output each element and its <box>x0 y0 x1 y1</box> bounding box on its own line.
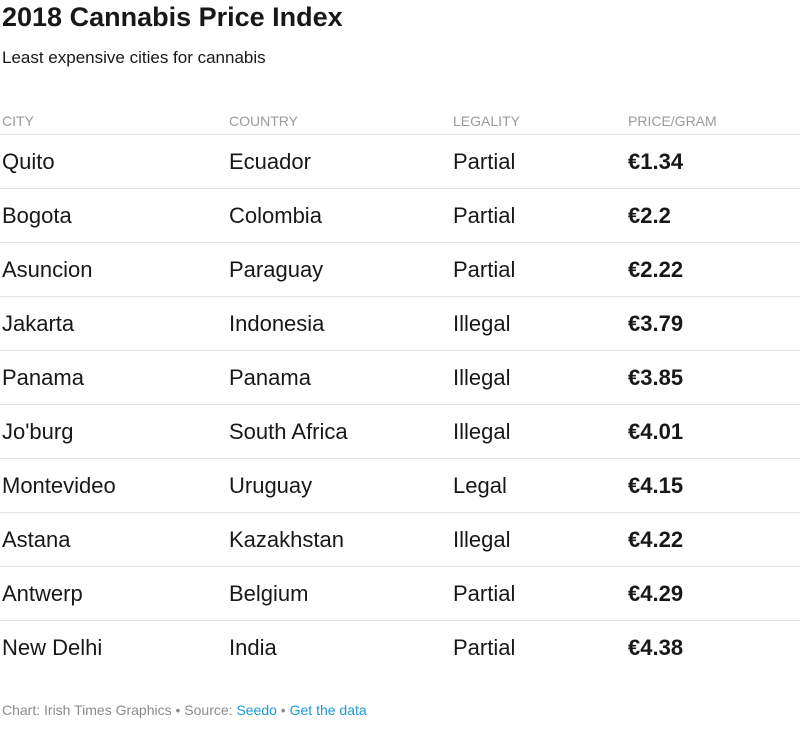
column-header-country: COUNTRY <box>227 108 451 135</box>
country-cell: Panama <box>227 350 451 405</box>
price-cell: €3.79 <box>626 296 800 351</box>
city-cell: Quito <box>0 134 227 189</box>
table-row: Asuncion Paraguay Partial €2.22 <box>0 242 800 297</box>
price-cell: €4.29 <box>626 566 800 621</box>
legality-cell: Partial <box>451 134 626 189</box>
table-row: Antwerp Belgium Partial €4.29 <box>0 566 800 621</box>
table-row: Jo'burg South Africa Illegal €4.01 <box>0 404 800 459</box>
legality-cell: Partial <box>451 188 626 243</box>
country-cell: Uruguay <box>227 458 451 513</box>
city-cell: Montevideo <box>0 458 227 513</box>
city-cell: Asuncion <box>0 242 227 297</box>
price-cell: €3.85 <box>626 350 800 405</box>
footer-separator: • <box>171 702 185 718</box>
table-row: Bogota Colombia Partial €2.2 <box>0 188 800 243</box>
table-header-row: CITY COUNTRY LEGALITY PRICE/GRAM <box>0 108 800 135</box>
chart-footer: Chart: Irish Times Graphics • Source: Se… <box>2 702 367 718</box>
price-cell: €1.34 <box>626 134 800 189</box>
legality-cell: Illegal <box>451 512 626 567</box>
table-row: Astana Kazakhstan Illegal €4.22 <box>0 512 800 567</box>
price-cell: €4.38 <box>628 634 684 660</box>
get-data-link[interactable]: Get the data <box>289 702 367 718</box>
legality-cell: Partial <box>451 566 626 621</box>
table-row: Quito Ecuador Partial €1.34 <box>0 134 800 189</box>
footer-source-label: Source: <box>184 702 237 718</box>
table-row: Jakarta Indonesia Illegal €3.79 <box>0 296 800 351</box>
country-cell: Paraguay <box>227 242 451 297</box>
country-cell: Ecuador <box>227 134 451 189</box>
price-cell: €2.22 <box>626 242 800 297</box>
city-cell: Jakarta <box>0 296 227 351</box>
city-cell: Jo'burg <box>0 404 227 459</box>
legality-cell: Illegal <box>451 350 626 405</box>
legality-cell: Partial <box>453 634 516 660</box>
footer-credit: Chart: Irish Times Graphics <box>2 702 172 718</box>
price-table: CITY COUNTRY LEGALITY PRICE/GRAM Quito Ecuad… <box>0 108 800 674</box>
country-cell: Kazakhstan <box>227 512 451 567</box>
legality-cell: Illegal <box>451 296 626 351</box>
source-link[interactable]: Seedo <box>236 702 277 718</box>
table-body: Quito Ecuador Partial €1.34 Bogota Colombia Pa… <box>0 134 800 675</box>
city-cell: New Delhi <box>2 634 103 660</box>
table-row: Montevideo Uruguay Legal €4.15 <box>0 458 800 513</box>
column-header-legality: LEGALITY <box>451 108 626 135</box>
chart-subtitle: Least expensive cities for cannabis <box>2 48 266 67</box>
country-cell: Indonesia <box>227 296 451 351</box>
price-cell: €4.22 <box>626 512 800 567</box>
table-row: Panama Panama Illegal €3.85 <box>0 350 800 405</box>
chart-title: 2018 Cannabis Price Index <box>2 2 343 32</box>
country-cell: Colombia <box>227 188 451 243</box>
country-cell: India <box>229 634 277 660</box>
city-cell: Astana <box>0 512 227 567</box>
table-row: New Delhi India Partial €4.38 <box>0 621 800 675</box>
column-header-price: PRICE/GRAM <box>626 108 800 135</box>
price-cell: €2.2 <box>626 188 800 243</box>
legality-cell: Partial <box>451 242 626 297</box>
city-cell: Antwerp <box>0 566 227 621</box>
legality-cell: Legal <box>451 458 626 513</box>
country-cell: South Africa <box>227 404 451 459</box>
legality-cell: Illegal <box>451 404 626 459</box>
price-cell: €4.15 <box>626 458 800 513</box>
price-cell: €4.01 <box>626 404 800 459</box>
country-cell: Belgium <box>227 566 451 621</box>
column-header-city: CITY <box>0 108 227 135</box>
city-cell: Bogota <box>0 188 227 243</box>
footer-separator: • <box>276 702 290 718</box>
city-cell: Panama <box>0 350 227 405</box>
